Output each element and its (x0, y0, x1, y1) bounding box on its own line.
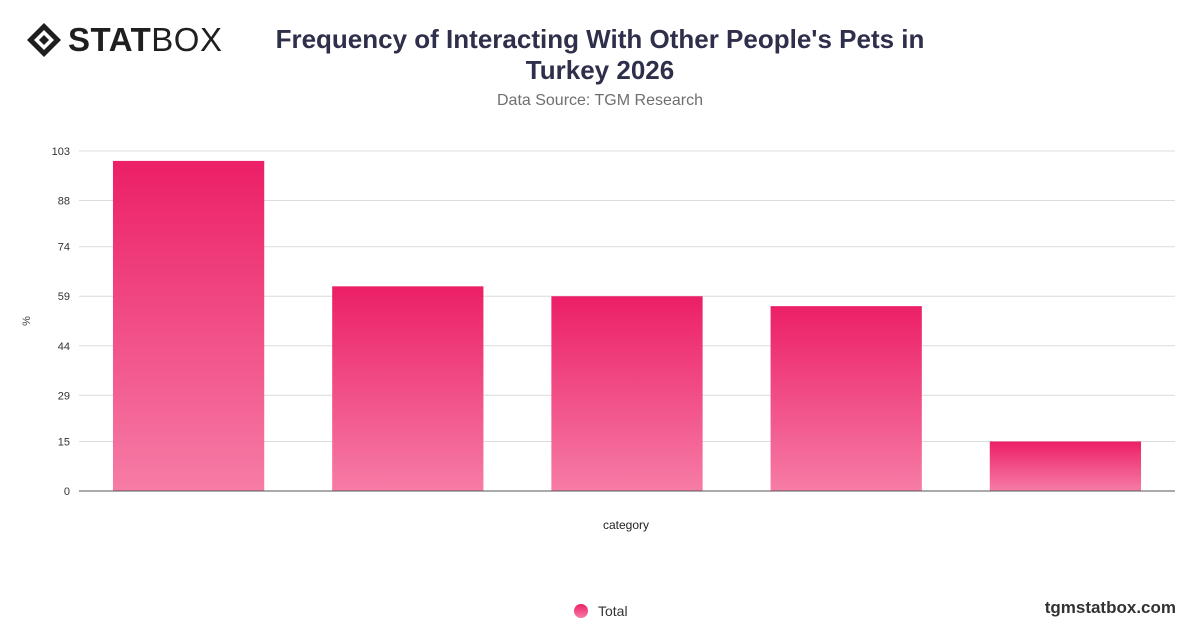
statbox-diamond-icon (27, 23, 61, 57)
y-tick-label: 59 (58, 291, 70, 303)
y-tick-label: 29 (58, 390, 70, 402)
y-tick-label: 74 (58, 242, 70, 254)
bar-5[interactable] (989, 441, 1142, 491)
bars (112, 160, 1142, 492)
chart-subtitle: Data Source: TGM Research (496, 92, 703, 109)
y-tick-label: 15 (58, 436, 70, 448)
chart-title: Frequency of Interacting With Other Peop… (275, 24, 925, 85)
y-tick-label: 103 (52, 146, 70, 158)
bar-1[interactable] (112, 160, 265, 492)
y-axis-label: % (21, 316, 33, 326)
statbox-logo: STATBOX (26, 22, 222, 58)
legend[interactable]: Total (574, 603, 628, 619)
bar-2[interactable] (332, 286, 484, 491)
legend-swatch-total (574, 604, 588, 618)
logo-text-box: BOX (151, 21, 223, 58)
bar-4[interactable] (770, 306, 922, 491)
bar-3[interactable] (551, 296, 703, 491)
y-tick-label: 88 (58, 196, 70, 208)
site-url[interactable]: tgmstatbox.com (1044, 598, 1176, 617)
legend-label-total: Total (598, 603, 628, 619)
y-tick-label: 0 (64, 486, 70, 498)
x-axis-label: category (603, 518, 649, 532)
y-axis-ticks: 0 15 29 44 59 74 88 103 (52, 146, 70, 498)
y-tick-label: 44 (58, 341, 70, 353)
logo-text-stat: STAT (68, 21, 152, 58)
